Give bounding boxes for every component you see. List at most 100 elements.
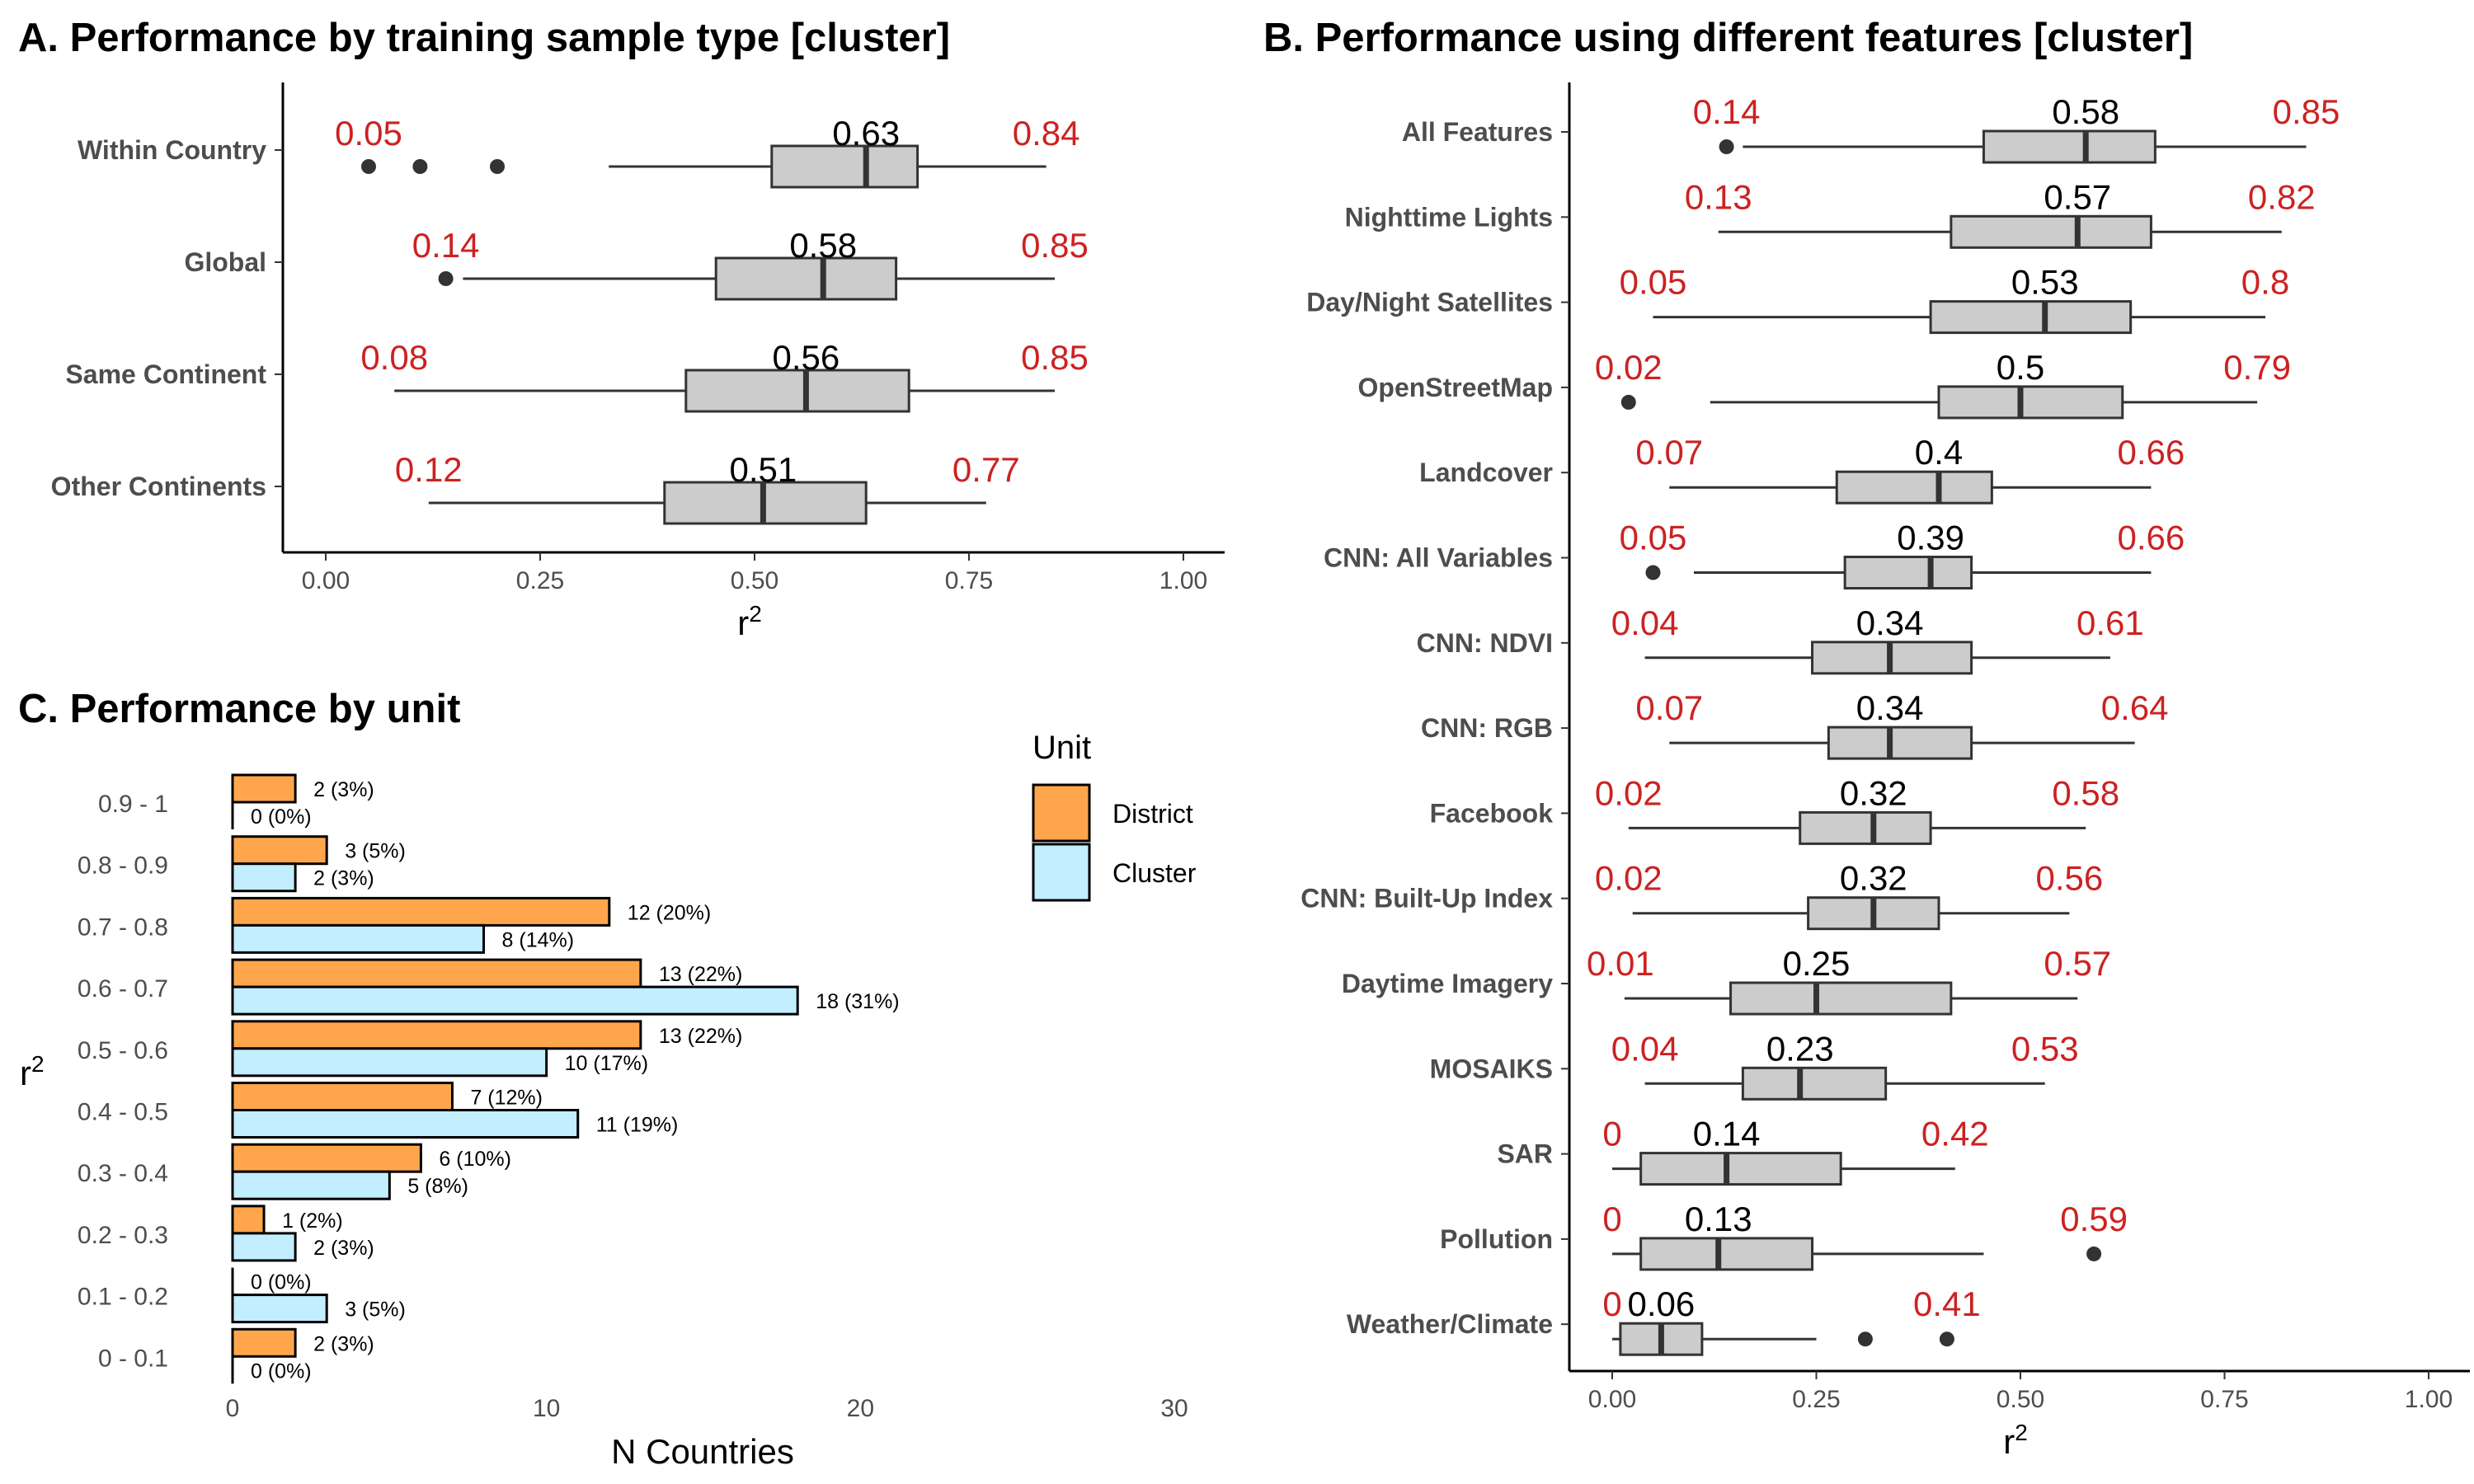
iqr-box bbox=[684, 369, 910, 413]
median-value-label: 0.25 bbox=[1783, 944, 1851, 983]
y-axis-label-sup: 2 bbox=[31, 1051, 45, 1077]
bar-district bbox=[231, 1143, 422, 1173]
max-value-label: 0.8 bbox=[2241, 263, 2289, 302]
iqr-box bbox=[1639, 1237, 1814, 1271]
max-value-label: 0.42 bbox=[1921, 1115, 1989, 1153]
max-value-label: 0.57 bbox=[2044, 944, 2111, 983]
bar-value-label: 13 (22%) bbox=[659, 963, 742, 986]
min-value-label: 0.08 bbox=[360, 338, 428, 377]
panel-b-feature-performance: B. Performance using different features … bbox=[1263, 16, 2470, 1461]
median-value-label: 0.58 bbox=[2052, 92, 2119, 131]
median-value-label: 0.63 bbox=[832, 114, 900, 153]
bar-district bbox=[231, 1020, 642, 1050]
iqr-box bbox=[1639, 1152, 1842, 1186]
bar-cluster bbox=[231, 985, 799, 1016]
max-value-label: 0.79 bbox=[2223, 348, 2291, 387]
x-tick-label: 30 bbox=[1160, 1395, 1188, 1422]
min-value-label: 0.02 bbox=[1595, 773, 1663, 812]
outlier-point bbox=[1857, 1331, 1873, 1347]
x-axis-label: r2 bbox=[737, 601, 762, 642]
x-tick-label: 0.00 bbox=[302, 567, 350, 594]
max-value-label: 0.85 bbox=[2273, 92, 2340, 131]
y-tick-label: 0.7 - 0.8 bbox=[78, 913, 168, 941]
max-value-label: 0.56 bbox=[2036, 859, 2104, 898]
category-label: CNN: RGB bbox=[1421, 713, 1553, 743]
bar-district bbox=[231, 1082, 454, 1111]
max-value-label: 0.77 bbox=[952, 450, 1020, 489]
median-value-label: 0.13 bbox=[1685, 1200, 1752, 1238]
iqr-box bbox=[1937, 385, 2124, 420]
min-value-label: 0.02 bbox=[1595, 859, 1663, 898]
x-tick-label: 20 bbox=[847, 1395, 874, 1422]
bar-district bbox=[231, 1205, 266, 1235]
iqr-box bbox=[1982, 129, 2157, 164]
y-tick-label: 0.5 - 0.6 bbox=[78, 1037, 168, 1064]
bar-value-label: 7 (12%) bbox=[470, 1087, 543, 1110]
median-value-label: 0.5 bbox=[1997, 348, 2044, 387]
outlier-point bbox=[1719, 139, 1734, 154]
outlier-point bbox=[2086, 1246, 2102, 1261]
x-axis-label: N Countries bbox=[611, 1432, 794, 1471]
panel-a-training-sample-type: A. Performance by training sample type [… bbox=[18, 16, 1225, 642]
median-value-label: 0.23 bbox=[1766, 1029, 1834, 1068]
bar-cluster bbox=[231, 1294, 328, 1324]
panel-title: C. Performance by unit bbox=[18, 687, 460, 731]
category-label: Landcover bbox=[1419, 458, 1553, 487]
outlier-point bbox=[412, 159, 428, 174]
bar-value-label: 2 (3%) bbox=[313, 778, 374, 801]
min-value-label: 0.04 bbox=[1611, 1029, 1679, 1068]
iqr-box bbox=[770, 144, 920, 189]
outlier-point bbox=[438, 271, 454, 286]
iqr-box bbox=[1827, 726, 1973, 760]
bar-value-label: 8 (14%) bbox=[502, 928, 575, 951]
median-value-label: 0.57 bbox=[2044, 177, 2111, 216]
category-label: MOSAIKS bbox=[1430, 1054, 1553, 1083]
min-value-label: 0 bbox=[1602, 1284, 1621, 1323]
x-axis-label-base: r bbox=[737, 603, 749, 642]
bar-value-label: 2 (3%) bbox=[313, 867, 374, 890]
category-label: OpenStreetMap bbox=[1358, 373, 1553, 402]
max-value-label: 0.85 bbox=[1021, 226, 1089, 265]
bar-value-label: 2 (3%) bbox=[313, 1237, 374, 1260]
bar-value-label: 5 (8%) bbox=[407, 1175, 468, 1198]
x-tick-label: 1.00 bbox=[1159, 567, 1207, 594]
bar-cluster bbox=[231, 1170, 391, 1200]
bar-district bbox=[231, 773, 297, 804]
min-value-label: 0.07 bbox=[1635, 688, 1703, 727]
category-label: Weather/Climate bbox=[1347, 1309, 1553, 1339]
min-value-label: 0.05 bbox=[1620, 519, 1687, 557]
y-tick-label: 0.2 - 0.3 bbox=[78, 1222, 168, 1249]
legend-swatch-cluster bbox=[1032, 843, 1091, 902]
legend-swatch-district bbox=[1032, 783, 1091, 843]
bar-cluster bbox=[231, 1047, 548, 1078]
category-label: CNN: All Variables bbox=[1324, 543, 1553, 573]
min-value-label: 0.14 bbox=[1693, 92, 1761, 131]
category-label: Nighttime Lights bbox=[1345, 202, 1553, 232]
iqr-box bbox=[1729, 981, 1953, 1016]
min-value-label: 0.05 bbox=[335, 114, 402, 153]
category-label: Facebook bbox=[1430, 798, 1554, 828]
x-tick-label: 10 bbox=[533, 1395, 560, 1422]
iqr-box bbox=[1835, 470, 1993, 505]
bar-district bbox=[231, 1327, 297, 1358]
x-tick-label: 0.25 bbox=[516, 567, 564, 594]
outlier-point bbox=[1939, 1331, 1954, 1347]
bar-value-label: 12 (20%) bbox=[628, 901, 711, 924]
category-label: All Features bbox=[1402, 117, 1553, 147]
outlier-point bbox=[490, 159, 505, 174]
outlier-point bbox=[1620, 394, 1636, 410]
min-value-label: 0.05 bbox=[1620, 263, 1687, 302]
max-value-label: 0.58 bbox=[2052, 773, 2119, 812]
bar-value-label: 2 (3%) bbox=[313, 1332, 374, 1355]
median-value-label: 0.32 bbox=[1840, 859, 1907, 898]
median-value-label: 0.56 bbox=[773, 338, 840, 377]
panel-title: A. Performance by training sample type [… bbox=[18, 16, 950, 60]
y-tick-label: 0 - 0.1 bbox=[98, 1345, 168, 1372]
legend-label-district: District bbox=[1112, 799, 1193, 829]
x-tick-label: 1.00 bbox=[2405, 1386, 2453, 1413]
iqr-box bbox=[1741, 1066, 1888, 1101]
max-value-label: 0.66 bbox=[2118, 519, 2185, 557]
max-value-label: 0.66 bbox=[2118, 433, 2185, 472]
median-value-label: 0.14 bbox=[1693, 1115, 1761, 1153]
